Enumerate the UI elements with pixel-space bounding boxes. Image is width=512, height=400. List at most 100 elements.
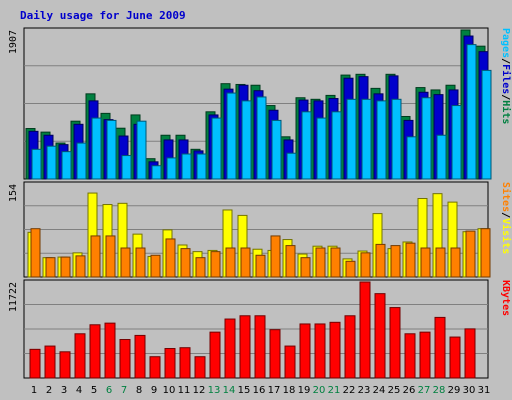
bar-pages-day-17 (271, 119, 282, 180)
bar-sites-day-24 (375, 243, 386, 278)
bar-kbytes-day-15 (239, 315, 251, 379)
legend: Sites/Visits (500, 182, 512, 254)
x-tick-label: 19 (298, 385, 311, 396)
bar-sites-day-16 (255, 254, 266, 278)
x-tick-label: 4 (76, 385, 82, 396)
bar-sites-day-19 (300, 257, 311, 278)
bar-kbytes-day-2 (44, 345, 56, 379)
x-tick-label: 6 (106, 385, 112, 396)
bar-pages-day-13 (211, 117, 222, 180)
bar-pages-day-16 (256, 96, 267, 180)
bar-kbytes-day-23 (359, 281, 371, 379)
x-tick-label: 7 (121, 385, 127, 396)
bar-sites-day-28 (435, 247, 446, 278)
bar-pages-day-25 (391, 98, 402, 180)
bar-pages-day-2 (46, 145, 57, 180)
bar-sites-day-4 (75, 255, 86, 278)
bar-sites-day-22 (345, 260, 356, 278)
bar-sites-day-30 (465, 230, 476, 278)
x-tick-label: 5 (91, 385, 97, 396)
bar-kbytes-day-1 (29, 348, 41, 379)
bar-kbytes-day-29 (449, 336, 461, 379)
bar-pages-day-1 (31, 148, 42, 180)
x-tick-label: 1 (31, 385, 37, 396)
bar-pages-day-9 (151, 165, 162, 180)
x-tick-label: 28 (433, 385, 446, 396)
bar-kbytes-day-18 (284, 345, 296, 379)
x-tick-label: 2 (46, 385, 52, 396)
bar-kbytes-day-27 (419, 331, 431, 379)
legend-entry: Pages (500, 28, 511, 58)
x-tick-label: 11 (178, 385, 191, 396)
bar-sites-day-9 (150, 254, 161, 278)
bar-kbytes-day-30 (464, 328, 476, 379)
x-tick-label: 16 (253, 385, 266, 396)
bar-kbytes-day-25 (389, 307, 401, 379)
legend: Pages/Files/Hits (500, 28, 512, 124)
bar-kbytes-day-5 (89, 324, 101, 379)
bar-kbytes-day-10 (164, 348, 176, 379)
bar-sites-day-31 (480, 228, 491, 278)
bar-sites-day-12 (195, 257, 206, 278)
bar-pages-day-4 (76, 142, 87, 180)
legend-entry: Sites (500, 182, 512, 212)
bar-pages-day-24 (376, 100, 387, 180)
y-axis-max-label: 1907 (8, 30, 19, 54)
bar-sites-day-27 (420, 247, 431, 278)
x-tick-label: 26 (403, 385, 416, 396)
legend-entry: Files (500, 64, 512, 94)
bar-sites-day-7 (120, 247, 131, 278)
x-tick-label: 17 (268, 385, 281, 396)
bar-kbytes-day-19 (299, 323, 311, 379)
bar-pages-day-11 (181, 153, 192, 180)
bar-sites-day-21 (330, 247, 341, 278)
x-tick-label: 24 (373, 385, 386, 396)
bar-kbytes-day-28 (434, 316, 446, 379)
bar-pages-day-6 (106, 119, 117, 180)
bar-pages-day-3 (61, 151, 72, 180)
bar-sites-day-13 (210, 251, 221, 278)
bar-kbytes-day-16 (254, 315, 266, 379)
x-tick-label: 22 (343, 385, 356, 396)
bar-pages-day-27 (421, 97, 432, 180)
bar-kbytes-day-24 (374, 293, 386, 379)
bar-pages-day-18 (286, 152, 297, 180)
bar-pages-day-28 (436, 134, 447, 180)
bar-kbytes-day-26 (404, 333, 416, 379)
bar-pages-day-10 (166, 157, 177, 180)
bar-sites-day-17 (270, 235, 281, 278)
bar-sites-day-10 (165, 238, 176, 278)
bar-pages-day-23 (361, 98, 372, 180)
bar-pages-day-14 (226, 92, 237, 180)
bar-sites-day-8 (135, 247, 146, 278)
bar-sites-day-5 (90, 235, 101, 278)
x-tick-label: 3 (61, 385, 67, 396)
y-axis-max-label: 11722 (8, 282, 19, 312)
bar-sites-day-26 (405, 242, 416, 278)
bar-pages-day-7 (121, 155, 132, 180)
bar-sites-day-3 (60, 256, 71, 278)
x-tick-label: 27 (418, 385, 431, 396)
x-tick-label: 10 (163, 385, 176, 396)
bar-sites-day-15 (240, 247, 251, 278)
bar-kbytes-day-14 (224, 318, 236, 379)
bar-kbytes-day-8 (134, 334, 146, 379)
bar-sites-day-20 (315, 247, 326, 278)
bar-kbytes-day-22 (344, 315, 356, 379)
bar-kbytes-day-7 (119, 339, 131, 379)
x-tick-label: 25 (388, 385, 401, 396)
legend-entry: Hits (500, 100, 512, 124)
bar-sites-day-11 (180, 248, 191, 278)
bar-pages-day-26 (406, 136, 417, 180)
y-axis-max-label: 154 (8, 184, 19, 202)
legend-entry: KBytes (500, 280, 511, 316)
bar-kbytes-day-9 (149, 356, 161, 379)
bar-sites-day-25 (390, 245, 401, 278)
bar-kbytes-day-13 (209, 331, 221, 379)
bar-sites-day-2 (45, 257, 56, 278)
bar-kbytes-day-3 (59, 351, 71, 379)
x-tick-label: 12 (193, 385, 206, 396)
bar-sites-day-1 (30, 228, 41, 278)
bar-kbytes-day-12 (194, 356, 206, 379)
